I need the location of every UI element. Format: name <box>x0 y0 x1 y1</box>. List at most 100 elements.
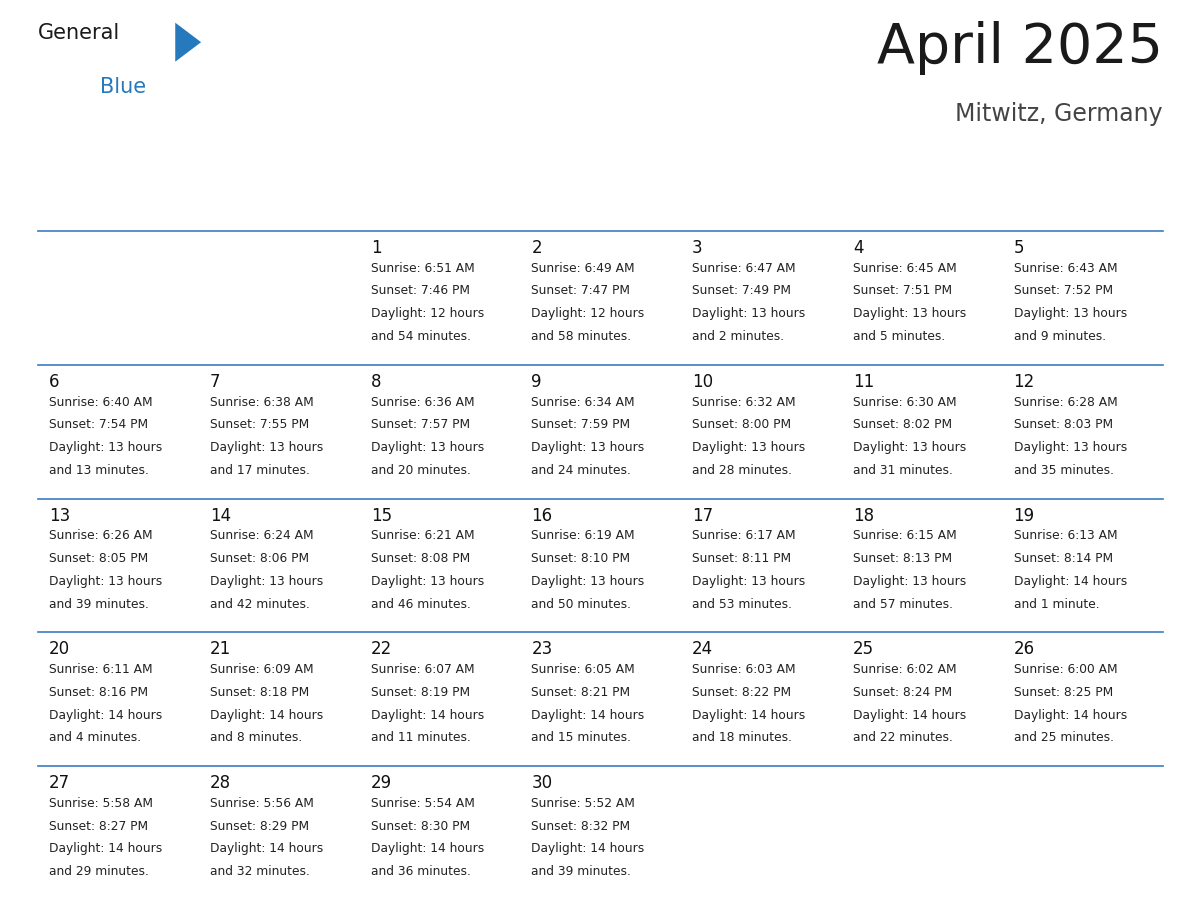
Text: and 1 minute.: and 1 minute. <box>1013 598 1099 610</box>
Text: Sunrise: 5:58 AM: Sunrise: 5:58 AM <box>49 797 153 810</box>
Text: Sunset: 7:55 PM: Sunset: 7:55 PM <box>210 419 309 431</box>
Text: Thursday: Thursday <box>695 197 779 212</box>
Text: Daylight: 13 hours: Daylight: 13 hours <box>693 441 805 454</box>
Text: and 46 minutes.: and 46 minutes. <box>371 598 470 610</box>
Text: 21: 21 <box>210 641 232 658</box>
Text: and 50 minutes.: and 50 minutes. <box>531 598 631 610</box>
Text: 9: 9 <box>531 373 542 391</box>
Text: Sunrise: 6:30 AM: Sunrise: 6:30 AM <box>853 396 956 409</box>
Text: 3: 3 <box>693 239 703 257</box>
Text: 26: 26 <box>1013 641 1035 658</box>
Text: 13: 13 <box>49 507 70 524</box>
Text: Sunrise: 6:11 AM: Sunrise: 6:11 AM <box>49 663 153 677</box>
Text: 30: 30 <box>531 774 552 792</box>
Text: Daylight: 14 hours: Daylight: 14 hours <box>1013 709 1126 722</box>
Text: and 42 minutes.: and 42 minutes. <box>210 598 310 610</box>
Text: 16: 16 <box>531 507 552 524</box>
Text: Sunrise: 6:36 AM: Sunrise: 6:36 AM <box>371 396 474 409</box>
Text: Sunset: 8:24 PM: Sunset: 8:24 PM <box>853 686 952 699</box>
Text: Daylight: 13 hours: Daylight: 13 hours <box>49 441 163 454</box>
Text: 24: 24 <box>693 641 713 658</box>
Text: 11: 11 <box>853 373 874 391</box>
Text: Monday: Monday <box>213 197 284 212</box>
Text: 15: 15 <box>371 507 392 524</box>
Text: 19: 19 <box>1013 507 1035 524</box>
Text: and 57 minutes.: and 57 minutes. <box>853 598 953 610</box>
Text: Daylight: 13 hours: Daylight: 13 hours <box>49 575 163 588</box>
Text: and 4 minutes.: and 4 minutes. <box>49 732 141 744</box>
Text: Sunrise: 5:54 AM: Sunrise: 5:54 AM <box>371 797 474 810</box>
Text: Sunset: 7:59 PM: Sunset: 7:59 PM <box>531 419 631 431</box>
Text: 10: 10 <box>693 373 713 391</box>
Text: and 39 minutes.: and 39 minutes. <box>531 865 631 879</box>
Text: Sunrise: 6:49 AM: Sunrise: 6:49 AM <box>531 262 636 274</box>
Text: Daylight: 13 hours: Daylight: 13 hours <box>210 575 323 588</box>
Text: Sunrise: 6:24 AM: Sunrise: 6:24 AM <box>210 530 314 543</box>
Text: Sunrise: 5:52 AM: Sunrise: 5:52 AM <box>531 797 636 810</box>
Text: Blue: Blue <box>100 77 146 97</box>
Text: Daylight: 13 hours: Daylight: 13 hours <box>531 575 645 588</box>
Text: and 35 minutes.: and 35 minutes. <box>1013 464 1113 476</box>
Text: Daylight: 13 hours: Daylight: 13 hours <box>371 441 484 454</box>
Text: 12: 12 <box>1013 373 1035 391</box>
Text: and 2 minutes.: and 2 minutes. <box>693 330 784 343</box>
Text: and 5 minutes.: and 5 minutes. <box>853 330 946 343</box>
Text: Sunrise: 6:21 AM: Sunrise: 6:21 AM <box>371 530 474 543</box>
Text: Daylight: 13 hours: Daylight: 13 hours <box>210 441 323 454</box>
Text: Sunrise: 6:02 AM: Sunrise: 6:02 AM <box>853 663 956 677</box>
Text: 5: 5 <box>1013 239 1024 257</box>
Text: Sunrise: 6:38 AM: Sunrise: 6:38 AM <box>210 396 314 409</box>
Text: 29: 29 <box>371 774 392 792</box>
Text: Sunset: 8:05 PM: Sunset: 8:05 PM <box>49 552 148 565</box>
Text: 23: 23 <box>531 641 552 658</box>
Text: Daylight: 14 hours: Daylight: 14 hours <box>371 843 484 856</box>
Text: and 8 minutes.: and 8 minutes. <box>210 732 302 744</box>
Text: 1: 1 <box>371 239 381 257</box>
Text: 20: 20 <box>49 641 70 658</box>
Text: Sunset: 8:16 PM: Sunset: 8:16 PM <box>49 686 148 699</box>
Text: and 58 minutes.: and 58 minutes. <box>531 330 632 343</box>
Text: and 32 minutes.: and 32 minutes. <box>210 865 310 879</box>
Text: Sunset: 7:47 PM: Sunset: 7:47 PM <box>531 285 631 297</box>
Text: April 2025: April 2025 <box>877 21 1163 75</box>
Text: 6: 6 <box>49 373 59 391</box>
Text: Daylight: 14 hours: Daylight: 14 hours <box>49 843 163 856</box>
Text: Sunrise: 6:51 AM: Sunrise: 6:51 AM <box>371 262 474 274</box>
Text: Sunrise: 5:56 AM: Sunrise: 5:56 AM <box>210 797 314 810</box>
Text: Sunset: 8:29 PM: Sunset: 8:29 PM <box>210 820 309 833</box>
Text: Sunset: 8:02 PM: Sunset: 8:02 PM <box>853 419 952 431</box>
Text: Sunrise: 6:47 AM: Sunrise: 6:47 AM <box>693 262 796 274</box>
Text: Daylight: 13 hours: Daylight: 13 hours <box>693 575 805 588</box>
Text: Sunset: 7:51 PM: Sunset: 7:51 PM <box>853 285 952 297</box>
Text: 8: 8 <box>371 373 381 391</box>
Text: Sunrise: 6:03 AM: Sunrise: 6:03 AM <box>693 663 796 677</box>
Text: and 31 minutes.: and 31 minutes. <box>853 464 953 476</box>
Text: Daylight: 12 hours: Daylight: 12 hours <box>371 308 484 320</box>
Text: Sunset: 8:27 PM: Sunset: 8:27 PM <box>49 820 148 833</box>
Text: 28: 28 <box>210 774 232 792</box>
Text: Sunrise: 6:15 AM: Sunrise: 6:15 AM <box>853 530 956 543</box>
Text: Sunrise: 6:07 AM: Sunrise: 6:07 AM <box>371 663 474 677</box>
Text: and 17 minutes.: and 17 minutes. <box>210 464 310 476</box>
Polygon shape <box>176 23 201 62</box>
Text: 17: 17 <box>693 507 713 524</box>
Text: Daylight: 14 hours: Daylight: 14 hours <box>49 709 163 722</box>
Text: Sunrise: 6:19 AM: Sunrise: 6:19 AM <box>531 530 636 543</box>
Text: Sunset: 8:13 PM: Sunset: 8:13 PM <box>853 552 952 565</box>
Text: Daylight: 13 hours: Daylight: 13 hours <box>693 308 805 320</box>
Text: Sunday: Sunday <box>52 197 119 212</box>
Text: and 11 minutes.: and 11 minutes. <box>371 732 470 744</box>
Text: Daylight: 14 hours: Daylight: 14 hours <box>531 843 645 856</box>
Text: Sunset: 8:00 PM: Sunset: 8:00 PM <box>693 419 791 431</box>
Text: Daylight: 13 hours: Daylight: 13 hours <box>853 308 966 320</box>
Text: Saturday: Saturday <box>1017 197 1098 212</box>
Text: Sunrise: 6:32 AM: Sunrise: 6:32 AM <box>693 396 796 409</box>
Text: Sunset: 7:52 PM: Sunset: 7:52 PM <box>1013 285 1113 297</box>
Text: and 25 minutes.: and 25 minutes. <box>1013 732 1113 744</box>
Text: Daylight: 13 hours: Daylight: 13 hours <box>853 575 966 588</box>
Text: Sunset: 8:18 PM: Sunset: 8:18 PM <box>210 686 309 699</box>
Text: Daylight: 12 hours: Daylight: 12 hours <box>531 308 645 320</box>
Text: Sunrise: 6:40 AM: Sunrise: 6:40 AM <box>49 396 153 409</box>
Text: Wednesday: Wednesday <box>535 197 638 212</box>
Text: Daylight: 14 hours: Daylight: 14 hours <box>853 709 966 722</box>
